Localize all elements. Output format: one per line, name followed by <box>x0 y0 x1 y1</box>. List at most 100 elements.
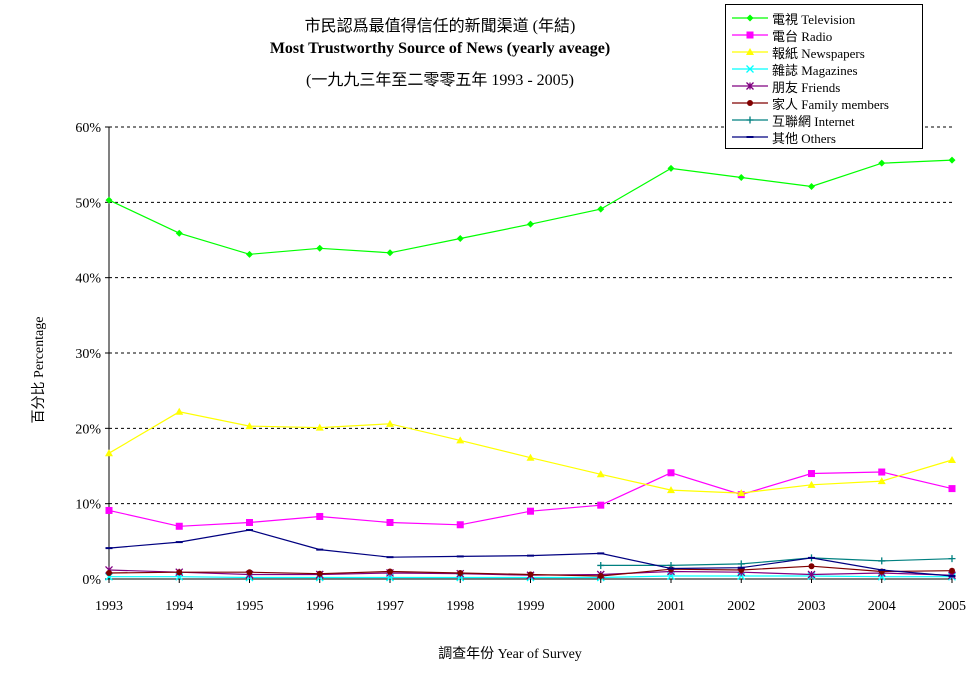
legend: 電視 Television 電台 Radio 報紙 Newspapers 雜誌 Mag… <box>725 4 923 149</box>
legend-marker <box>746 116 754 124</box>
data-point <box>246 569 253 576</box>
data-point <box>597 205 605 213</box>
y-tick-label: 0% <box>82 573 101 588</box>
data-point <box>948 455 956 463</box>
legend-marker <box>746 82 754 90</box>
legend-item: 電台 Radio <box>726 26 924 44</box>
legend-label: 互聯網 Internet <box>772 114 855 129</box>
legend-swatch <box>732 100 768 106</box>
chart-subtitle-period: (一九九三年至二零零五年 1993 - 2005) <box>306 72 574 89</box>
legend-label: 雜誌 Magazines <box>772 63 858 78</box>
x-tick-label: 2000 <box>587 599 615 614</box>
data-point <box>737 489 746 497</box>
x-tick-label: 2003 <box>798 599 826 614</box>
series-7 <box>597 554 956 569</box>
x-tick-label: 1999 <box>517 599 545 614</box>
legend-swatch <box>732 136 768 138</box>
legend-swatch <box>732 116 768 124</box>
data-point <box>948 156 956 164</box>
data-point <box>456 436 465 444</box>
series-6 <box>106 563 955 579</box>
legend-marker <box>746 48 754 55</box>
legend-item: 雜誌 Magazines <box>726 60 924 78</box>
x-tick-label: 1995 <box>236 599 264 614</box>
legend-marker <box>746 14 754 22</box>
data-point <box>737 173 745 181</box>
series-line <box>108 529 953 577</box>
x-axis-label: 調查年份 Year of Survey <box>438 647 582 662</box>
legend-swatch <box>732 48 768 55</box>
data-point <box>667 164 675 172</box>
x-tick-label: 1993 <box>95 599 123 614</box>
legend-marker <box>747 100 753 106</box>
data-point <box>316 512 324 520</box>
tick-labels: 0% 10% 20% 30% 40% 50% 60% 1993 1994 1995 1996 1997… <box>75 121 966 614</box>
y-tick-label: 30% <box>75 347 101 362</box>
data-point <box>105 196 113 204</box>
series-line <box>108 159 953 255</box>
legend-label: 報紙 Newspapers <box>772 46 865 61</box>
y-tick-label: 60% <box>75 121 101 136</box>
data-point <box>949 567 955 574</box>
legend-swatch <box>732 14 768 22</box>
data-point <box>808 563 815 570</box>
data-point <box>386 249 394 257</box>
chart-title: 市民認爲最值得信任的新聞渠道 (年結) <box>304 18 576 35</box>
y-axis-label: 百分比 Percentage <box>32 316 47 424</box>
data-point <box>597 561 605 569</box>
data-point <box>175 522 183 530</box>
data-point <box>807 480 816 488</box>
data-point <box>808 183 815 191</box>
data-point <box>175 229 183 237</box>
x-tick-label: 2005 <box>938 599 966 614</box>
y-tick-label: 10% <box>75 498 101 513</box>
data-point <box>456 521 464 529</box>
legend-item: 報紙 Newspapers <box>726 43 924 61</box>
data-point <box>175 407 184 415</box>
data-point <box>105 506 113 514</box>
legend-item: 家人 Family members <box>726 94 924 112</box>
legend-item: 朋友 Friends <box>726 77 924 95</box>
data-point <box>878 468 886 476</box>
x-tick-label: 1998 <box>446 599 474 614</box>
data-point <box>386 419 394 427</box>
series-lines <box>105 156 956 582</box>
data-point <box>597 572 604 579</box>
legend-item: 電視 Television <box>726 9 924 27</box>
data-point <box>527 507 534 515</box>
legend-label: 電視 Television <box>772 12 856 27</box>
data-point <box>316 244 324 252</box>
x-tick-label: 2004 <box>868 599 896 614</box>
legend-swatch <box>732 31 768 39</box>
data-point <box>737 560 745 568</box>
data-point <box>105 449 113 457</box>
legend-item: 其他 Others <box>726 128 924 146</box>
data-point <box>386 519 394 526</box>
data-point <box>807 570 816 579</box>
legend-swatch <box>732 82 768 90</box>
data-point <box>667 486 675 494</box>
data-point <box>596 470 605 478</box>
legend-label: 其他 Others <box>772 131 836 146</box>
legend-swatch <box>732 65 768 73</box>
series-3 <box>105 407 956 497</box>
data-point <box>878 557 886 565</box>
data-point <box>597 501 605 509</box>
legend-marker <box>746 65 754 73</box>
grid-lines <box>109 126 952 505</box>
data-point <box>948 485 956 493</box>
x-tick-label: 1996 <box>306 599 334 614</box>
legend-label: 電台 Radio <box>772 29 833 44</box>
data-point <box>527 571 534 578</box>
data-point <box>246 519 253 526</box>
legend-label: 家人 Family members <box>772 97 889 112</box>
data-point <box>457 569 464 576</box>
data-point <box>176 569 183 576</box>
legend-label: 朋友 Friends <box>772 80 841 95</box>
legend-item: 互聯網 Internet <box>726 111 924 129</box>
series-line <box>108 411 953 494</box>
data-point <box>808 470 815 478</box>
chart-subtitle: Most Trustworthy Source of News (yearly … <box>269 40 611 57</box>
data-point <box>316 570 323 577</box>
